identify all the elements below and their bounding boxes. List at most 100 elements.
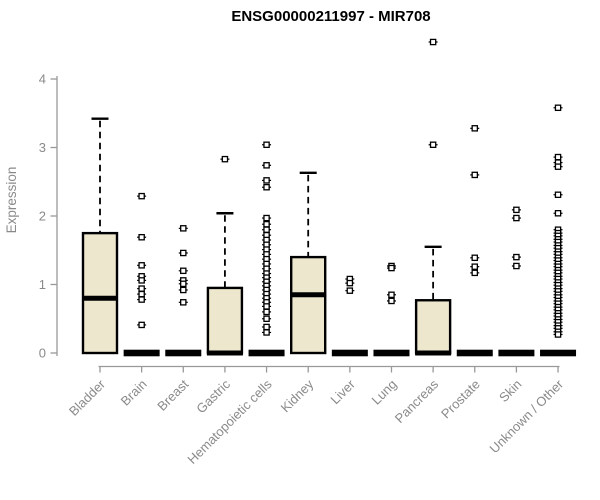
y-tick-label: 3 (39, 140, 46, 155)
outlier-point (263, 315, 270, 322)
outlier-point (346, 287, 354, 294)
outlier-point (263, 214, 270, 222)
outlier-point (180, 299, 187, 306)
outlier-point (388, 291, 395, 299)
outlier-point (471, 254, 479, 262)
outliers-brain (137, 192, 147, 329)
outlier-point (263, 226, 270, 233)
y-axis-title: Expression (4, 167, 19, 234)
outlier-point (263, 303, 270, 310)
outliers-pancreas (428, 38, 438, 149)
outlier-point (180, 280, 187, 288)
x-tick-label: Bladder (66, 376, 109, 419)
x-tick-label: Breast (154, 376, 191, 413)
outlier-point (263, 162, 270, 169)
x-tick-label: Prostate (438, 377, 483, 422)
y-tick-label: 0 (39, 346, 46, 361)
outlier-point (554, 163, 562, 170)
outliers-hematopoietic-cells (262, 141, 272, 336)
outlier-point (180, 286, 187, 294)
boxplot-brain (123, 192, 160, 357)
outlier-point (138, 321, 145, 329)
zero-bar (165, 349, 202, 357)
outlier-point (513, 214, 520, 222)
y-tick-label: 1 (39, 277, 46, 292)
chart-title: ENSG00000211997 - MIR708 (231, 8, 430, 25)
zero-bar (456, 349, 493, 357)
outlier-point (554, 210, 562, 217)
boxplot-prostate (456, 125, 493, 357)
x-tick-label: Unknown / Other (487, 376, 567, 456)
outlier-point (180, 267, 187, 275)
outlier-point (263, 183, 270, 191)
outlier-point (138, 277, 145, 284)
outlier-point (471, 171, 479, 179)
x-tick-label: Gastric (193, 376, 233, 416)
outlier-point (554, 104, 562, 112)
outlier-point (263, 177, 270, 184)
outlier-point (180, 249, 187, 257)
outliers-lung (386, 262, 396, 305)
boxplot-gastric (206, 155, 244, 356)
boxplot-bladder (81, 117, 119, 355)
outliers-unknown-other (553, 104, 563, 338)
zero-bar (123, 349, 160, 357)
outlier-point (263, 329, 270, 336)
boxplot-kidney (290, 171, 327, 355)
outlier-point (471, 263, 479, 270)
zero-bar (331, 349, 368, 357)
x-tick-label: Brain (118, 377, 150, 409)
iqr-box (290, 255, 327, 355)
zero-bar (248, 349, 285, 357)
outlier-point (554, 331, 562, 338)
zero-bar (373, 349, 410, 357)
outlier-point (388, 264, 395, 272)
outlier-point (554, 191, 562, 199)
outlier-point (263, 308, 270, 316)
outlier-point (138, 192, 145, 200)
boxplot-lung (373, 262, 410, 357)
boxplot-breast (165, 225, 202, 357)
outlier-point (263, 220, 270, 228)
iqr-box (81, 231, 119, 355)
boxplot-pancreas (414, 38, 452, 356)
outlier-point (471, 125, 479, 132)
outlier-point (263, 141, 270, 149)
boxplot-liver (331, 275, 368, 357)
x-tick-label: Lung (369, 377, 400, 408)
x-tick-label: Skin (496, 377, 524, 405)
boxplot-unknown-other (540, 104, 577, 357)
outlier-point (513, 206, 520, 214)
zero-bar (498, 349, 535, 357)
x-tick-label: Kidney (278, 376, 317, 415)
y-tick-label: 4 (39, 72, 46, 87)
outlier-point (138, 290, 145, 298)
outlier-point (388, 297, 395, 305)
outlier-point (513, 253, 520, 261)
outliers-liver (345, 275, 355, 294)
iqr-box (206, 286, 244, 355)
x-tick-label: Pancreas (392, 376, 442, 426)
y-axis: 0 1 2 3 4 (39, 72, 58, 361)
outlier-point (471, 269, 479, 277)
outlier-point (138, 285, 145, 292)
outliers-gastric (220, 155, 230, 163)
outliers-prostate (470, 125, 480, 277)
outlier-point (138, 296, 145, 303)
outlier-point (180, 225, 187, 232)
x-tick-label: Liver (327, 376, 358, 407)
outlier-point (263, 323, 270, 331)
outlier-point (221, 155, 229, 163)
outlier-point (554, 153, 562, 161)
outlier-point (429, 38, 437, 46)
outlier-point (429, 141, 437, 149)
boxplot-hematopoietic-cells (248, 141, 285, 357)
iqr-box (414, 299, 452, 355)
zero-bar (540, 349, 577, 357)
outlier-point (138, 233, 145, 241)
y-tick-label: 2 (39, 209, 46, 224)
